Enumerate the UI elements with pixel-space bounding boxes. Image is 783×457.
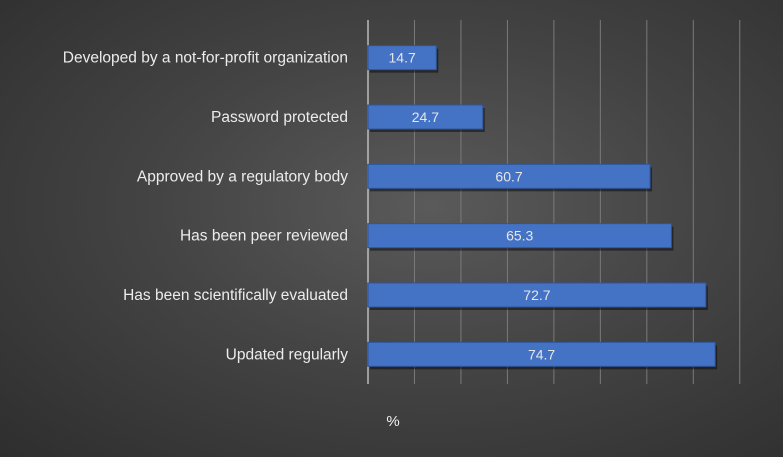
data-label: 60.7 [495,168,522,184]
category-label: Has been scientifically evaluated [123,287,348,304]
category-label: Updated regularly [226,346,349,363]
data-label: 74.7 [528,346,555,362]
category-labels: Developed by a not-for-profit organizati… [63,50,348,364]
x-axis-title: % [386,413,399,430]
gridlines [367,20,741,384]
data-label: 24.7 [412,109,439,125]
category-label: Developed by a not-for-profit organizati… [63,50,348,67]
bar [367,223,672,249]
category-label: Password protected [211,109,348,126]
data-label: 14.7 [389,50,416,66]
bar [367,282,707,308]
data-label: 72.7 [523,287,550,303]
category-label: Approved by a regulatory body [137,168,348,185]
bars: 14.7 24.7 60.7 65.3 72.7 74.7 [367,45,718,370]
bar [367,45,437,71]
category-label: Has been peer reviewed [180,228,348,245]
bar [367,104,484,130]
bar [367,341,716,367]
bar [367,163,651,189]
data-label: 65.3 [506,228,533,244]
